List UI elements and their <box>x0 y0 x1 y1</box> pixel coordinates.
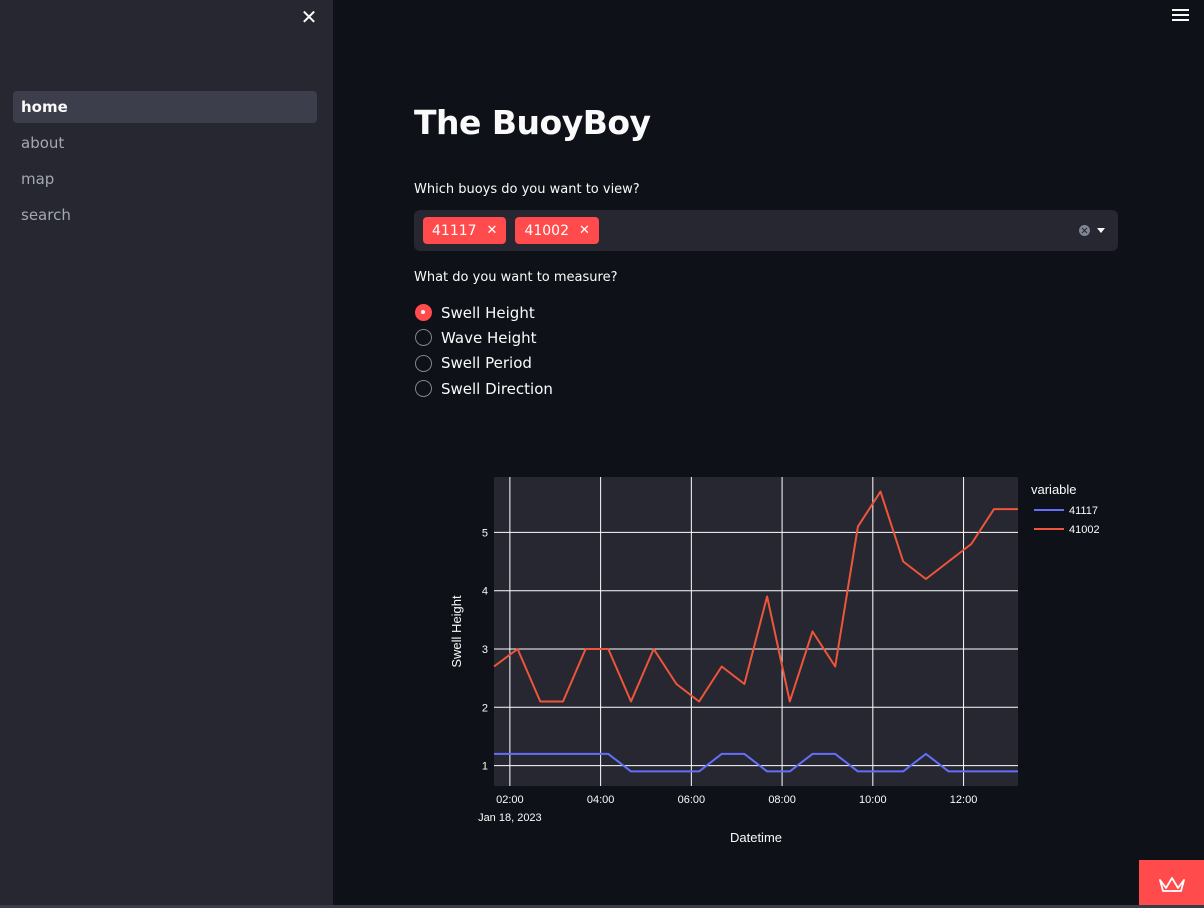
radio-label: Wave Height <box>441 328 537 347</box>
y-tick-label: 5 <box>482 527 488 539</box>
sidebar-item-map[interactable]: map <box>21 170 55 188</box>
x-tick-label: 06:00 <box>678 794 706 806</box>
plot-area <box>494 477 1018 786</box>
radio-unchecked-icon <box>415 354 432 372</box>
x-tick-label: 08:00 <box>768 794 796 806</box>
bottom-divider <box>0 905 1204 908</box>
x-tick-label: 10:00 <box>859 794 887 806</box>
y-tick-label: 3 <box>482 644 488 656</box>
radio-label: Swell Direction <box>441 379 553 398</box>
chip-label: 41117 <box>432 222 477 239</box>
y-axis-title: Swell Height <box>449 595 464 668</box>
chevron-down-icon[interactable] <box>1097 228 1105 233</box>
chip-remove-icon[interactable]: ✕ <box>579 223 590 238</box>
radio-checked-icon <box>415 304 432 322</box>
page-title: The BuoyBoy <box>414 103 651 142</box>
chip-remove-icon[interactable]: ✕ <box>486 223 498 238</box>
sidebar: ✕ home about map search <box>0 0 333 908</box>
radio-label: Swell Period <box>441 354 532 373</box>
buoy-chip-41002: 41002 ✕ <box>515 217 599 244</box>
x-tick-label: 04:00 <box>587 794 615 806</box>
x-date-label: Jan 18, 2023 <box>478 812 542 824</box>
buoy-select-label: Which buoys do you want to view? <box>414 182 640 197</box>
sidebar-item-search[interactable]: search <box>21 206 71 224</box>
x-tick-label: 12:00 <box>950 794 978 806</box>
chip-label: 41002 <box>524 222 569 239</box>
radio-label: Swell Height <box>441 303 535 322</box>
radio-unchecked-icon <box>415 329 432 347</box>
x-tick-label: 02:00 <box>496 794 524 806</box>
radio-swell-period[interactable]: Swell Period <box>414 351 553 376</box>
buoy-chip-41117: 41117 ✕ <box>423 217 507 244</box>
radio-swell-height[interactable]: Swell Height <box>414 300 553 325</box>
radio-unchecked-icon <box>415 380 432 398</box>
radio-swell-direction[interactable]: Swell Direction <box>414 376 553 401</box>
radio-wave-height[interactable]: Wave Height <box>414 325 553 350</box>
y-tick-label: 4 <box>482 586 488 598</box>
buoy-multiselect[interactable]: 41117 ✕ 41002 ✕ <box>414 210 1118 251</box>
series-line-41002 <box>493 490 1018 703</box>
legend-entry: 41117 <box>1069 505 1098 517</box>
y-tick-label: 2 <box>482 702 488 714</box>
streamlit-crown-icon[interactable] <box>1139 860 1204 908</box>
close-icon[interactable]: ✕ <box>300 5 318 29</box>
sidebar-nav: home about map search <box>13 91 317 235</box>
y-tick-label: 1 <box>482 761 488 773</box>
clear-all-icon[interactable] <box>1079 225 1090 236</box>
legend-entry: 41002 <box>1069 524 1100 536</box>
series-line-41117 <box>494 752 1018 773</box>
sidebar-item-about[interactable]: about <box>21 134 65 152</box>
legend-title: variable <box>1031 482 1077 497</box>
x-axis-title: Datetime <box>730 830 782 845</box>
sidebar-item-home[interactable]: home <box>13 91 317 123</box>
measure-radio-group: Swell Height Wave Height Swell Period Sw… <box>414 300 553 401</box>
swell-height-chart[interactable]: 1 2 3 4 5 02:00 04:00 06:00 08:00 10:00 12:00 Jan 1… <box>440 470 1120 860</box>
hamburger-menu-icon[interactable] <box>1172 9 1189 23</box>
measure-label: What do you want to measure? <box>414 270 618 285</box>
